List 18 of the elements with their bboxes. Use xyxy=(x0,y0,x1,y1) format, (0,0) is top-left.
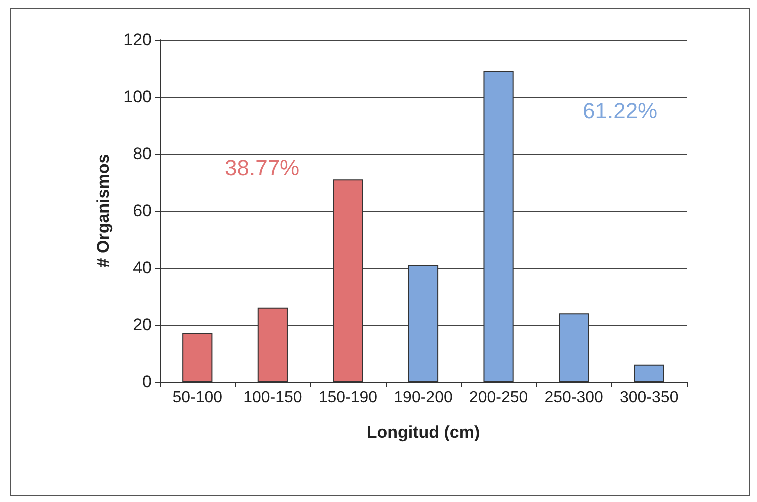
x-axis-title: Longitud (cm) xyxy=(366,423,480,442)
x-tick-label: 100-150 xyxy=(244,390,302,406)
x-tick-label: 150-190 xyxy=(318,390,378,406)
y-tick-label: 120 xyxy=(124,30,152,50)
x-tick-label: 300-350 xyxy=(620,390,679,406)
x-tick-label: 190-200 xyxy=(394,390,453,406)
x-tick-label: 200-250 xyxy=(469,390,528,406)
x-tick-label: 250-300 xyxy=(544,390,604,406)
y-tick-label: 100 xyxy=(124,88,152,106)
y-tick-label: 40 xyxy=(133,258,152,278)
y-tick-label: 80 xyxy=(133,144,152,164)
y-tick-label: 20 xyxy=(133,316,152,334)
y-tick-label: 60 xyxy=(133,202,152,220)
x-tick-label: 50-100 xyxy=(172,390,223,406)
y-axis-title: # Organismos xyxy=(94,154,113,268)
annotation: 38.77% xyxy=(225,156,300,180)
y-tick-label: 0 xyxy=(142,372,152,392)
annotation: 61.22% xyxy=(583,98,658,124)
